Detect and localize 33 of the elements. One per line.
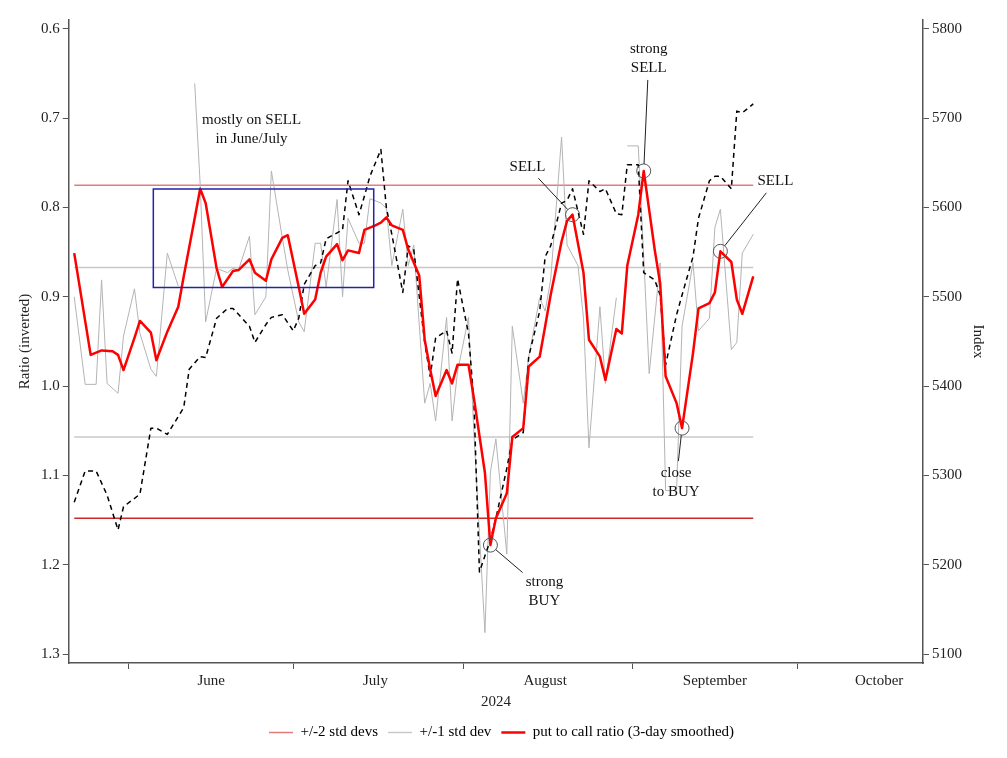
x-tick-label: August bbox=[523, 671, 568, 688]
annotation: SELL bbox=[509, 157, 546, 174]
y2-axis-title: Index bbox=[971, 324, 988, 360]
x-tick-label: June bbox=[197, 671, 226, 688]
y-tick-label: 1.3 bbox=[41, 645, 60, 662]
y2-tick-label: 5600 bbox=[932, 198, 962, 215]
y2-tick-label: 5500 bbox=[932, 287, 962, 304]
y2-tick-label: 5200 bbox=[932, 555, 962, 572]
annotation: strong BUY bbox=[525, 572, 564, 608]
x-tick-label: July bbox=[362, 671, 389, 688]
legend-label: +/-1 std dev bbox=[419, 723, 492, 740]
y2-tick-label: 5100 bbox=[932, 645, 962, 662]
annotation: mostly on SELL in June/July bbox=[201, 110, 302, 146]
legend-label: put to call ratio (3-day smoothed) bbox=[532, 723, 735, 741]
x-tick-label: October bbox=[855, 671, 904, 688]
y-tick-label: 1.2 bbox=[41, 555, 60, 572]
x-axis-title: 2024 bbox=[480, 692, 512, 709]
y-tick-label: 0.8 bbox=[41, 198, 60, 215]
annotation: strong SELL bbox=[629, 40, 668, 76]
y2-tick-label: 5800 bbox=[932, 19, 962, 36]
y2-tick-label: 5300 bbox=[932, 466, 962, 483]
y-tick-label: 1.1 bbox=[41, 466, 60, 483]
legend-label: +/-2 std devs bbox=[300, 723, 379, 740]
y-tick-label: 0.7 bbox=[41, 109, 61, 126]
y-tick-label: 0.9 bbox=[41, 287, 60, 304]
y2-tick-label: 5400 bbox=[932, 377, 962, 394]
y2-tick-label: 5700 bbox=[932, 109, 962, 126]
y-tick-label: 1.0 bbox=[41, 377, 60, 394]
y-axis-title: Ratio (inverted) bbox=[15, 293, 33, 390]
annotation: close to BUY bbox=[652, 463, 700, 499]
annotation: SELL bbox=[757, 172, 794, 189]
x-tick-label: September bbox=[682, 671, 747, 688]
y-tick-label: 0.6 bbox=[41, 19, 61, 36]
